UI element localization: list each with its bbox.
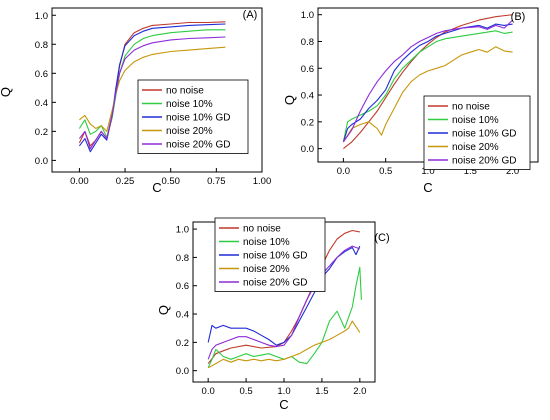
legend-entry: noise 20% GD [452,156,516,167]
series-line-1 [207,229,360,364]
y-axis-label: Q [156,305,171,315]
x-axis-label: C [152,180,161,195]
series-line-4 [207,320,361,369]
legend-entry: noise 20% GD [166,140,230,151]
x-tick-label: 0.5 [379,166,392,177]
x-tick-label: 1.5 [315,386,328,397]
y-tick-label: 0.6 [301,64,314,75]
legend-entry: noise 20% [243,264,290,275]
series-line-1 [343,14,513,150]
legend: no noise noise 10% noise 10% GD noise 20% no… [423,95,531,170]
y-axis-label: Q [282,95,297,105]
y-tick-label: 0.6 [176,281,189,292]
series-line-5 [207,245,360,360]
x-axis-label: C [423,180,432,195]
y-tick-label: 0.2 [301,117,314,128]
series-line-3 [342,23,513,143]
panel-label: (A) [243,9,258,21]
y-tick-label: 1.0 [35,11,48,22]
series-line-3 [78,23,226,153]
x-tick-label: 2.0 [353,386,366,397]
x-tick-label: 1.0 [277,386,290,397]
legend-entry: noise 20% [166,126,213,137]
series-group [342,14,513,150]
series-line-2 [342,30,513,143]
legend-entry: noise 10% GD [166,113,230,124]
legend-entry: no noise [452,102,490,113]
series-line-5 [342,19,513,143]
panel-label: (C) [374,232,389,244]
y-tick-label: 0.0 [176,366,189,377]
panel-label: (B) [511,11,526,23]
x-axis-label: C [279,397,288,412]
y-tick-label: 0.0 [35,156,48,167]
legend-entry: noise 20% [452,142,499,153]
y-tick-label: 1.0 [301,10,314,21]
y-tick-label: 0.4 [176,310,189,321]
y-axis-label: Q [0,87,13,97]
y-tick-label: 0.4 [301,91,314,102]
x-tick-label: 0.50 [161,176,180,187]
legend-entry: no noise [166,86,204,97]
legend-entry: no noise [243,224,281,235]
x-tick-label: 0.0 [202,386,215,397]
series-line-5 [78,36,226,150]
legend-entry: noise 10% [166,99,213,110]
y-tick-label: 0.2 [35,127,48,138]
x-tick-label: 0.25 [116,176,135,187]
legend: no noise noise 10% noise 10% GD noise 20% no… [137,79,249,154]
series-group [207,229,362,369]
chart-panel-1: 0.00 0.25 0.50 0.75 1.00 0.0 0.2 0.4 0.6 0.8 1.0 C Q… [0,7,272,195]
x-tick-label: 0.0 [337,166,350,177]
x-tick-label: 1.5 [464,166,477,177]
legend-entry: noise 10% GD [452,129,516,140]
x-tick-label: 0.5 [239,386,252,397]
y-tick-label: 0.8 [35,40,48,51]
y-tick-label: 0.2 [176,338,189,349]
plot-frame [51,7,263,173]
legend-entry: noise 10% [452,115,499,126]
x-tick-label: 0.75 [207,176,226,187]
chart-panel-3: 0.0 0.5 1.0 1.5 2.00.00.20.40.60.81.0CQ(C)no… [156,217,390,412]
x-tick-label: 1.00 [253,176,272,187]
chart-panel-2: 0.0 0.5 1.0 1.5 2.0 0.0 0.2 0.4 0.6 0.8 1.0 C Q (B) no… [282,7,539,195]
legend-entry: noise 10% GD [243,251,307,262]
series-line-4 [79,46,226,132]
x-tick-label: 0.00 [70,176,89,187]
legend-entry: noise 10% [243,237,290,248]
x-tick-label: 2.0 [506,166,519,177]
y-tick-label: 0.0 [301,144,314,155]
legend-entry: noise 20% GD [243,278,307,289]
y-tick-label: 0.6 [35,69,48,80]
x-tick-label: 1.0 [421,166,434,177]
series-group [78,21,226,153]
y-tick-label: 1.0 [176,225,189,236]
series-line-4 [342,46,513,143]
y-tick-label: 0.8 [301,37,314,48]
legend: no noise noise 10% noise 10% GD noise 20% no… [214,217,326,292]
y-tick-label: 0.4 [35,98,48,109]
y-tick-label: 0.8 [176,253,189,264]
